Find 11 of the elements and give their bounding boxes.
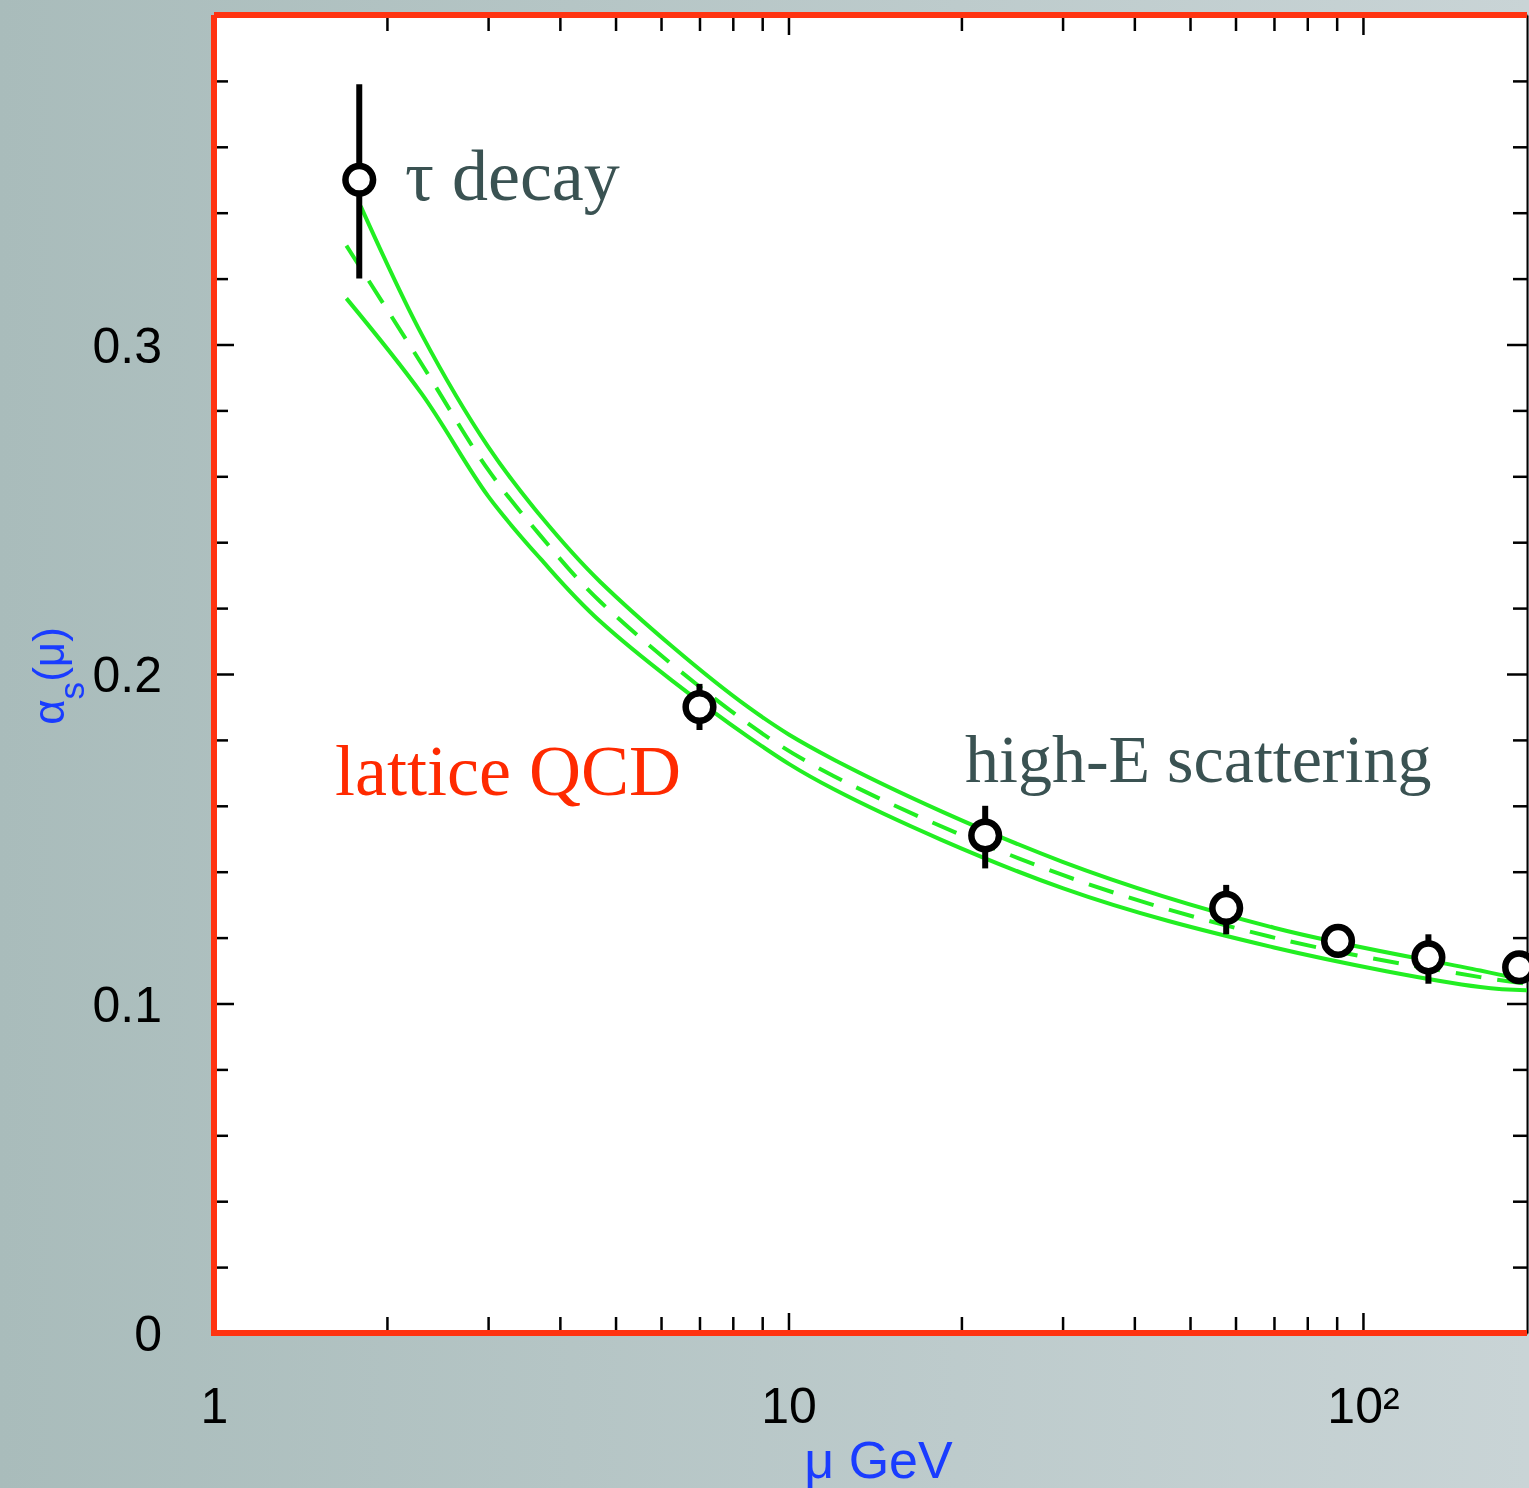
x-tick-label: 1 xyxy=(200,1378,229,1434)
y-tick-label: 0.3 xyxy=(92,317,162,374)
annotation: high-E scattering xyxy=(965,721,1432,797)
x-tick-label: 10² xyxy=(1327,1378,1400,1434)
x-tick-label: 10 xyxy=(761,1378,817,1434)
y-tick-label: 0 xyxy=(134,1306,162,1362)
y-tick-label: 0.2 xyxy=(92,647,162,703)
y-tick-label: 0.1 xyxy=(92,976,162,1033)
annotation: lattice QCD xyxy=(335,731,681,811)
annotation: τ decay xyxy=(405,136,620,216)
x-axis-title: μ GeV xyxy=(804,1431,954,1488)
